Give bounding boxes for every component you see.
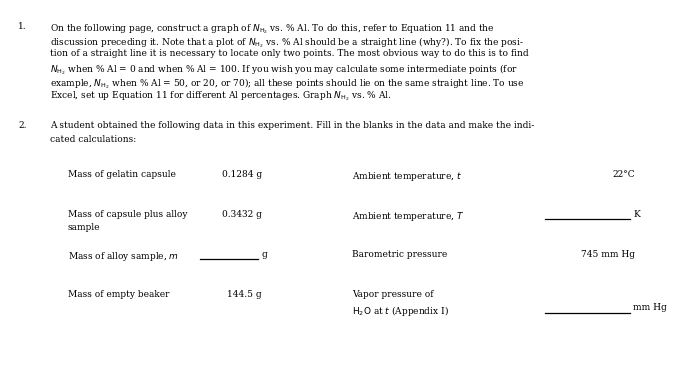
Text: On the following page, construct a graph of $N_{\mathrm{H_2}}$ vs. % Al. To do t: On the following page, construct a graph… xyxy=(50,22,495,36)
Text: $N_{\mathrm{H_2}}$ when % Al = 0 and when % Al = 100. If you wish you may calcul: $N_{\mathrm{H_2}}$ when % Al = 0 and whe… xyxy=(50,63,518,77)
Text: discussion preceding it. Note that a plot of $N_{\mathrm{H_2}}$ vs. % Al should : discussion preceding it. Note that a plo… xyxy=(50,36,524,50)
Text: A student obtained the following data in this experiment. Fill in the blanks in : A student obtained the following data in… xyxy=(50,121,534,130)
Text: tion of a straight line it is necessary to locate only two points. The most obvi: tion of a straight line it is necessary … xyxy=(50,49,528,58)
Text: Vapor pressure of: Vapor pressure of xyxy=(352,290,433,299)
Text: g: g xyxy=(261,250,267,259)
Text: mm Hg: mm Hg xyxy=(633,303,666,313)
Text: 0.1284 g: 0.1284 g xyxy=(222,170,262,179)
Text: sample: sample xyxy=(68,223,101,232)
Text: example, $N_{\mathrm{H_2}}$ when % Al = 50, or 20, or 70); all these points shou: example, $N_{\mathrm{H_2}}$ when % Al = … xyxy=(50,76,524,91)
Text: Mass of empty beaker: Mass of empty beaker xyxy=(68,290,169,299)
Text: $\mathrm{H_2O}$ at $t$ (Appendix I): $\mathrm{H_2O}$ at $t$ (Appendix I) xyxy=(352,303,449,318)
Text: 0.3432 g: 0.3432 g xyxy=(222,210,262,219)
Text: Barometric pressure: Barometric pressure xyxy=(352,250,447,259)
Text: Mass of capsule plus alloy: Mass of capsule plus alloy xyxy=(68,210,188,219)
Text: 144.5 g: 144.5 g xyxy=(228,290,262,299)
Text: Ambient temperature, $t$: Ambient temperature, $t$ xyxy=(352,170,462,183)
Text: 2.: 2. xyxy=(18,121,27,130)
Text: Mass of alloy sample, $m$: Mass of alloy sample, $m$ xyxy=(68,250,179,263)
Text: 22°C: 22°C xyxy=(612,170,635,179)
Text: Excel, set up Equation 11 for different Al percentages. Graph $N_{\mathrm{H_2}}$: Excel, set up Equation 11 for different … xyxy=(50,90,391,103)
Text: K: K xyxy=(633,210,640,219)
Text: Mass of gelatin capsule: Mass of gelatin capsule xyxy=(68,170,176,179)
Text: Ambient temperature, $T$: Ambient temperature, $T$ xyxy=(352,210,464,223)
Text: cated calculations:: cated calculations: xyxy=(50,134,136,144)
Text: 745 mm Hg: 745 mm Hg xyxy=(581,250,635,259)
Text: 1.: 1. xyxy=(18,22,27,31)
